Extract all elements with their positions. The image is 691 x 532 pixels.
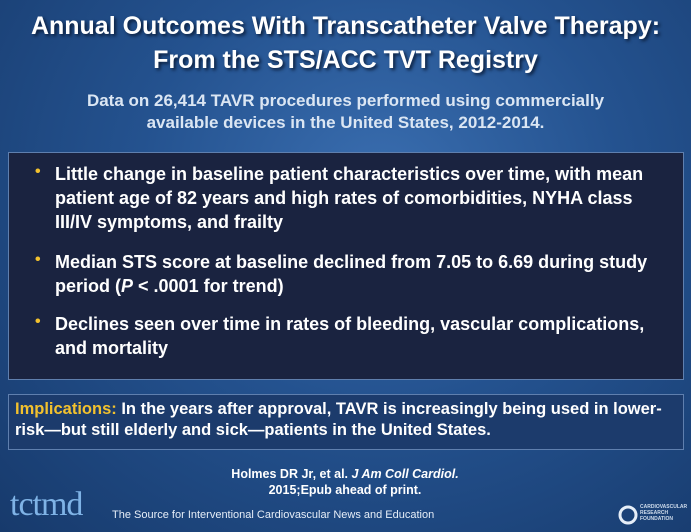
implications-box: Implications: In the years after approva… [8,394,684,450]
partner-text: CARDIOVASCULAR [640,504,688,510]
bullet-text: Little change in baseline patient charac… [55,164,644,232]
bullet: Declines seen over time in rates of blee… [55,312,655,360]
tagline: The Source for Interventional Cardiovasc… [112,509,435,521]
implications-text: In the years after approval, TAVR is inc… [15,400,662,439]
bullet-text: Median STS score at baseline declined fr… [55,252,648,296]
bullet: Little change in baseline patient charac… [55,162,655,234]
title-line: Annual Outcomes With Transcatheter Valve… [30,12,661,40]
bullet-text: < .0001 for trend) [133,276,284,296]
partner-logo: CARDIOVASCULAR RESEARCH FOUNDATION [640,504,687,522]
bullet-dot: • [35,163,41,180]
logo: tctmd [10,486,83,523]
partner-text: FOUNDATION [640,516,673,522]
bullet-dot: • [35,251,41,268]
partner-icon [618,505,638,525]
citation-text: 2015;Epub ahead of print. [268,483,422,497]
subtitle-line: available devices in the United States, … [146,113,545,132]
citation-journal: J Am Coll Cardiol. [351,467,459,481]
subtitle-line: Data on 26,414 TAVR procedures performed… [86,91,605,110]
partner-text: RESEARCH [640,510,669,516]
implications-label: Implications: [15,400,117,418]
bullet: Median STS score at baseline declined fr… [55,250,655,298]
citation: Holmes DR Jr, et al. J Am Coll Cardiol. 2… [190,466,500,498]
bullet-text: Declines seen over time in rates of blee… [55,314,645,358]
bullet-text: P [121,276,134,296]
bullet-dot: • [35,313,41,330]
bullet-box: • Little change in baseline patient char… [8,152,684,380]
citation-text: Holmes DR Jr, et al. [231,467,352,481]
title-line: From the STS/ACC TVT Registry [153,46,538,74]
